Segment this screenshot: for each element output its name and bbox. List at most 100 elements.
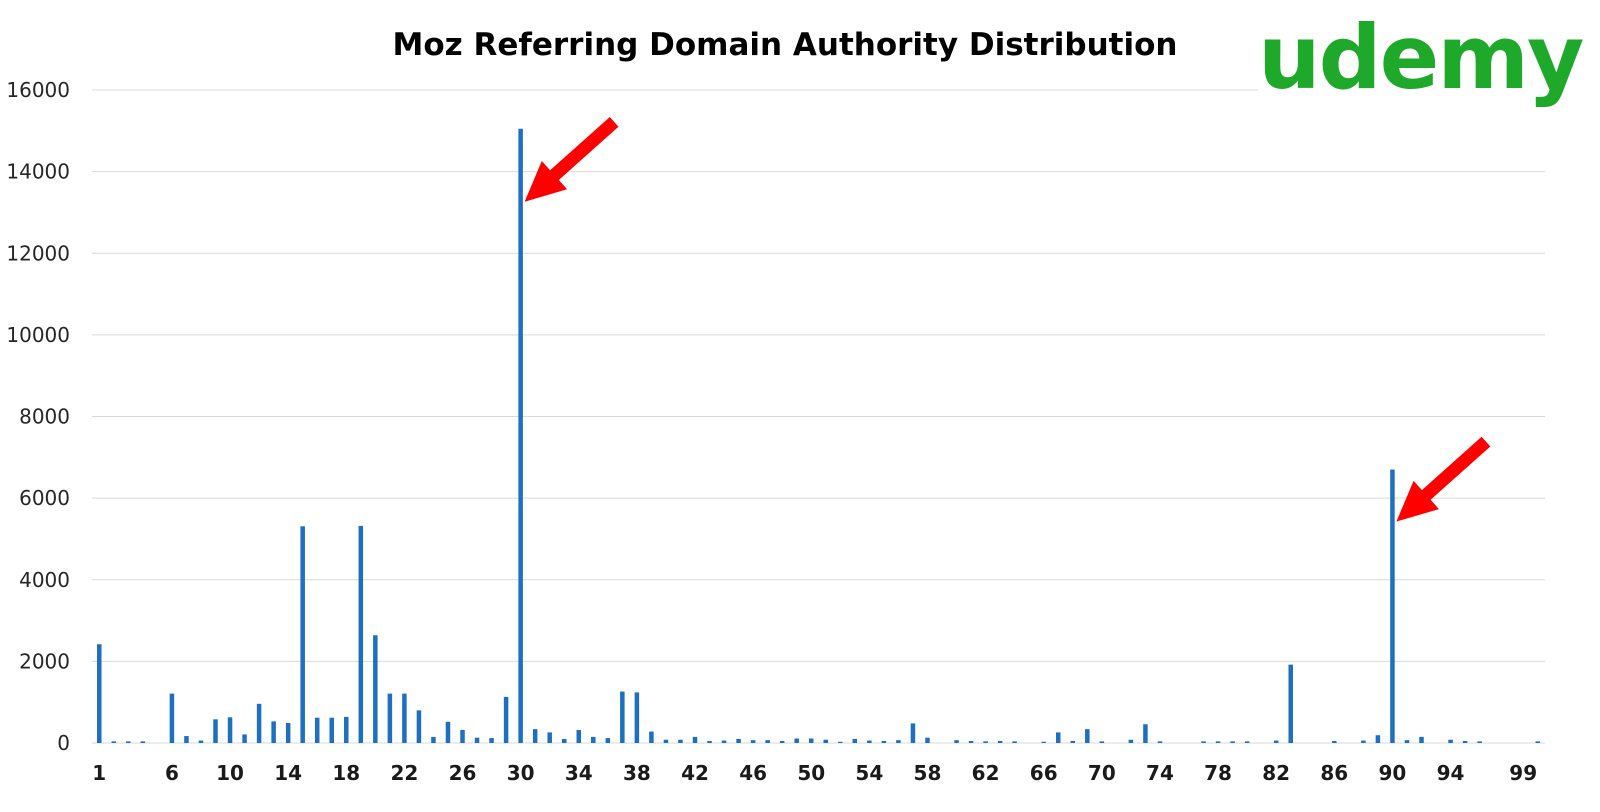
bar-49 xyxy=(794,738,799,743)
bar-62 xyxy=(983,741,988,743)
y-tick-label-10000: 10000 xyxy=(6,323,70,347)
bar-6 xyxy=(169,693,175,743)
bar-94 xyxy=(1448,739,1453,743)
bar-29 xyxy=(503,696,509,743)
y-tick-label-8000: 8000 xyxy=(19,405,70,429)
bar-46 xyxy=(750,740,756,743)
x-tick-label-34: 34 xyxy=(565,761,593,785)
y-axis-ticks: 0 2000 4000 6000 8000 10000 12000 14000 16000 xyxy=(6,78,70,755)
x-tick-label-14: 14 xyxy=(274,761,302,785)
bar-2 xyxy=(111,741,117,743)
x-tick-label-46: 46 xyxy=(739,761,767,785)
bar-74 xyxy=(1157,741,1163,743)
bar-52 xyxy=(838,741,843,743)
bar-66 xyxy=(1041,741,1046,743)
bar-48 xyxy=(779,740,785,743)
y-tick-label-2000: 2000 xyxy=(19,649,70,673)
bar-40 xyxy=(663,739,669,743)
bar-45 xyxy=(736,738,741,743)
bar-77 xyxy=(1201,741,1206,743)
bar-92 xyxy=(1419,736,1424,743)
bar-33 xyxy=(561,738,567,743)
x-tick-label-74: 74 xyxy=(1146,761,1174,785)
bar-11 xyxy=(242,734,247,743)
bar-53 xyxy=(852,738,858,743)
bar-67 xyxy=(1055,732,1061,743)
bar-60 xyxy=(954,740,959,743)
bar-100 xyxy=(1535,741,1540,743)
bar-7 xyxy=(184,736,189,743)
bar-18 xyxy=(344,716,349,743)
bar-37 xyxy=(620,691,625,743)
x-tick-label-6: 6 xyxy=(165,761,179,785)
bar-79 xyxy=(1230,741,1235,743)
x-tick-label-82: 82 xyxy=(1262,761,1290,785)
bar-89 xyxy=(1375,735,1381,743)
bar-54 xyxy=(867,740,872,743)
bar-34 xyxy=(576,729,582,743)
bar-13 xyxy=(271,721,276,743)
y-tick-label-12000: 12000 xyxy=(6,241,70,265)
y-tick-label-16000: 16000 xyxy=(6,78,70,102)
bar-25 xyxy=(445,721,451,743)
x-tick-label-42: 42 xyxy=(681,761,709,785)
bar-83 xyxy=(1288,664,1293,743)
bar-91 xyxy=(1404,740,1410,743)
bar-88 xyxy=(1361,740,1366,743)
bar-8 xyxy=(198,740,204,743)
x-tick-label-54: 54 xyxy=(855,761,883,785)
x-tick-label-1: 1 xyxy=(92,761,106,785)
bar-36 xyxy=(605,738,611,743)
bar-19 xyxy=(358,525,364,743)
x-tick-label-70: 70 xyxy=(1088,761,1116,785)
arrow-30 xyxy=(524,117,619,202)
y-tick-label-4000: 4000 xyxy=(19,568,70,592)
bar-64 xyxy=(1012,741,1017,743)
bar-58 xyxy=(925,737,930,743)
bar-28 xyxy=(489,738,494,743)
bar-23 xyxy=(416,710,422,743)
bar-27 xyxy=(474,737,480,743)
bar-80 xyxy=(1244,741,1250,743)
bar-16 xyxy=(314,717,320,743)
bar-51 xyxy=(823,739,829,743)
gridlines xyxy=(92,89,1545,744)
x-tick-label-26: 26 xyxy=(449,761,477,785)
x-tick-label-94: 94 xyxy=(1437,761,1465,785)
x-tick-label-66: 66 xyxy=(1030,761,1058,785)
bar-14 xyxy=(285,723,291,743)
udemy-logo: udemy xyxy=(1258,6,1583,109)
bar-42 xyxy=(692,736,698,743)
bar-21 xyxy=(387,693,393,743)
bar-68 xyxy=(1070,740,1076,743)
x-tick-label-30: 30 xyxy=(507,761,535,785)
bar-57 xyxy=(910,723,916,743)
bar-20 xyxy=(373,635,378,743)
x-tick-label-50: 50 xyxy=(797,761,825,785)
bar-47 xyxy=(765,740,770,743)
x-tick-label-62: 62 xyxy=(972,761,1000,785)
x-tick-label-90: 90 xyxy=(1379,761,1407,785)
x-tick-label-78: 78 xyxy=(1204,761,1232,785)
bar-10 xyxy=(227,717,233,743)
bar-95 xyxy=(1462,740,1468,743)
bar-70 xyxy=(1099,741,1105,743)
annotation-arrows xyxy=(524,117,1491,522)
bar-15 xyxy=(300,526,305,743)
x-tick-label-18: 18 xyxy=(332,761,360,785)
bar-17 xyxy=(329,717,334,743)
bar-50 xyxy=(808,738,814,743)
bar-22 xyxy=(402,693,407,743)
x-tick-label-58: 58 xyxy=(914,761,942,785)
bar-35 xyxy=(591,736,596,743)
bar-39 xyxy=(649,731,654,743)
arrow-90 xyxy=(1396,436,1491,522)
bar-86 xyxy=(1332,740,1337,743)
bar-90 xyxy=(1390,469,1395,743)
y-tick-label-14000: 14000 xyxy=(6,160,70,184)
bar-73 xyxy=(1143,724,1148,743)
bar-72 xyxy=(1128,739,1134,743)
x-tick-label-22: 22 xyxy=(390,761,418,785)
bar-82 xyxy=(1273,740,1279,743)
